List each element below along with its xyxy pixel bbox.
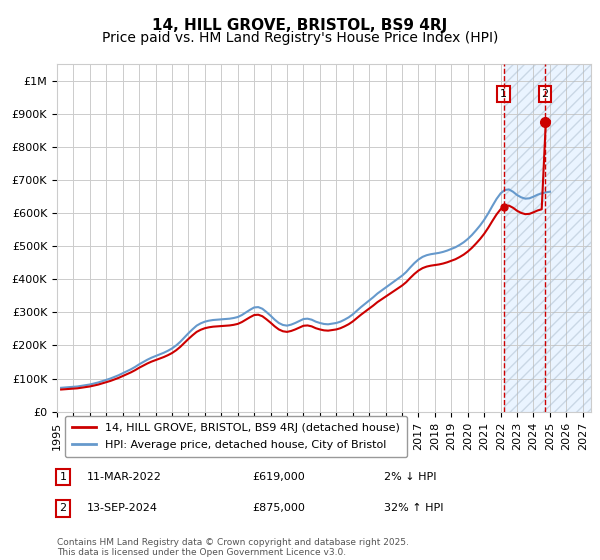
Text: £619,000: £619,000	[252, 472, 305, 482]
Text: 11-MAR-2022: 11-MAR-2022	[87, 472, 162, 482]
Text: £875,000: £875,000	[252, 503, 305, 514]
Text: 2: 2	[59, 503, 67, 514]
Text: 1: 1	[59, 472, 67, 482]
Text: 32% ↑ HPI: 32% ↑ HPI	[384, 503, 443, 514]
Text: 14, HILL GROVE, BRISTOL, BS9 4RJ: 14, HILL GROVE, BRISTOL, BS9 4RJ	[152, 18, 448, 32]
Text: Price paid vs. HM Land Registry's House Price Index (HPI): Price paid vs. HM Land Registry's House …	[102, 31, 498, 45]
Legend: 14, HILL GROVE, BRISTOL, BS9 4RJ (detached house), HPI: Average price, detached : 14, HILL GROVE, BRISTOL, BS9 4RJ (detach…	[65, 416, 407, 457]
Text: 13-SEP-2024: 13-SEP-2024	[87, 503, 158, 514]
Text: 1: 1	[500, 89, 507, 99]
Text: 2% ↓ HPI: 2% ↓ HPI	[384, 472, 437, 482]
Bar	[504, 64, 591, 412]
Bar	[504, 64, 591, 412]
Text: Contains HM Land Registry data © Crown copyright and database right 2025.
This d: Contains HM Land Registry data © Crown c…	[57, 538, 409, 557]
Text: 2: 2	[542, 89, 549, 99]
